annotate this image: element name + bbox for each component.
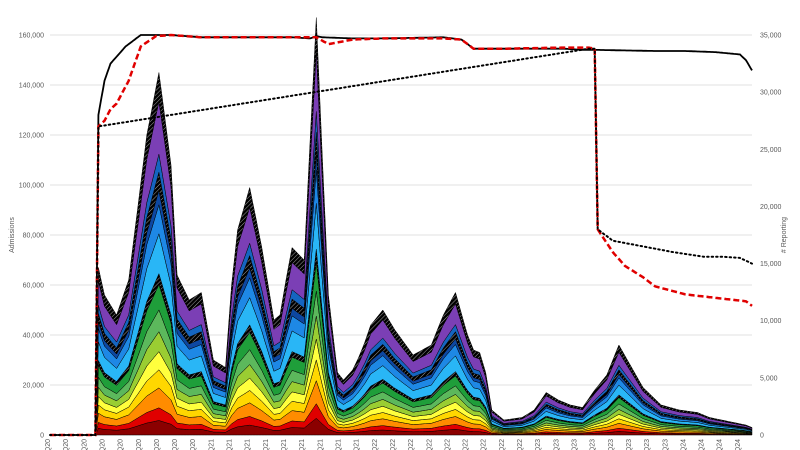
- y2-tick-label: 15,000: [760, 261, 782, 268]
- x-tick-label: Q23: [608, 439, 615, 450]
- x-tick-label: Q21: [208, 439, 215, 450]
- x-tick-label: Q23: [626, 439, 633, 450]
- x-tick-label: Q20: [154, 439, 161, 450]
- y-tick-label: 100,000: [19, 183, 44, 190]
- x-tick-label: Q20: [45, 439, 52, 450]
- x-tick-label: Q22: [408, 439, 415, 450]
- y-tick-label: 120,000: [19, 133, 44, 140]
- x-tick-label: Q24: [717, 439, 724, 450]
- x-tick-label: Q22: [390, 439, 397, 450]
- x-tick-label: Q22: [372, 439, 379, 450]
- x-tick-label: Q22: [517, 439, 524, 450]
- y-tick-label: 160,000: [19, 33, 44, 40]
- x-tick-label: Q22: [481, 439, 488, 450]
- y-tick-label: 20,000: [23, 383, 45, 390]
- y2-tick-label: 0: [760, 433, 764, 440]
- y-tick-label: 140,000: [19, 83, 44, 90]
- area-series-15: [50, 17, 753, 436]
- line-series-1: [50, 33, 753, 437]
- x-tick-label: Q24: [735, 439, 742, 450]
- x-tick-label: Q22: [444, 439, 451, 450]
- y2-tick-label: 25,000: [760, 147, 782, 154]
- x-tick-label: Q22: [426, 439, 433, 450]
- y2-axis-title: # Reporting: [781, 217, 788, 253]
- x-tick-label: Q22: [499, 439, 506, 450]
- x-tick-label: Q24: [699, 439, 706, 450]
- x-tick-label: Q21: [281, 439, 288, 450]
- y2-tick-label: 20,000: [760, 204, 782, 211]
- x-tick-label: Q21: [335, 439, 342, 450]
- x-tick-label: Q21: [354, 439, 361, 450]
- x-tick-label: Q23: [662, 439, 669, 450]
- line-series-2: [49, 47, 753, 436]
- x-tick-label: Q23: [590, 439, 597, 450]
- stacked-areas: [50, 17, 753, 436]
- x-tick-label: Q21: [299, 439, 306, 450]
- x-tick-label: Q22: [463, 439, 470, 450]
- y-tick-label: 40,000: [23, 333, 45, 340]
- y2-tick-label: 35,000: [760, 33, 782, 40]
- x-tick-label: Q23: [572, 439, 579, 450]
- y-tick-label: 60,000: [23, 283, 45, 290]
- x-tick-label: Q23: [644, 439, 651, 450]
- x-tick-label: Q20: [99, 439, 106, 450]
- x-tick-label: Q23: [535, 439, 542, 450]
- y-tick-label: 80,000: [23, 233, 45, 240]
- x-tick-label: Q20: [172, 439, 179, 450]
- y2-tick-label: 30,000: [760, 90, 782, 97]
- y-axis-title: Admissions: [9, 217, 16, 253]
- x-tick-label: Q24: [680, 439, 687, 450]
- reporting-lines: [49, 33, 753, 437]
- x-tick-label: Q20: [136, 439, 143, 450]
- x-tick-label: Q21: [317, 439, 324, 450]
- x-tick-label: Q23: [553, 439, 560, 450]
- x-tick-label: Q20: [63, 439, 70, 450]
- axes: Admissions # Reporting 0 20,000 40,000 60,0…: [9, 33, 788, 450]
- x-tick-label: Q21: [263, 439, 270, 450]
- y-tick-label: 0: [40, 433, 44, 440]
- x-tick-label: Q20: [190, 439, 197, 450]
- y2-tick-label: 5,000: [760, 375, 778, 382]
- x-tick-label: Q21: [245, 439, 252, 450]
- x-tick-label: Q21: [227, 439, 234, 450]
- x-tick-label: Q20: [118, 439, 125, 450]
- x-tick-label: Q20: [81, 439, 88, 450]
- y2-tick-label: 10,000: [760, 318, 782, 325]
